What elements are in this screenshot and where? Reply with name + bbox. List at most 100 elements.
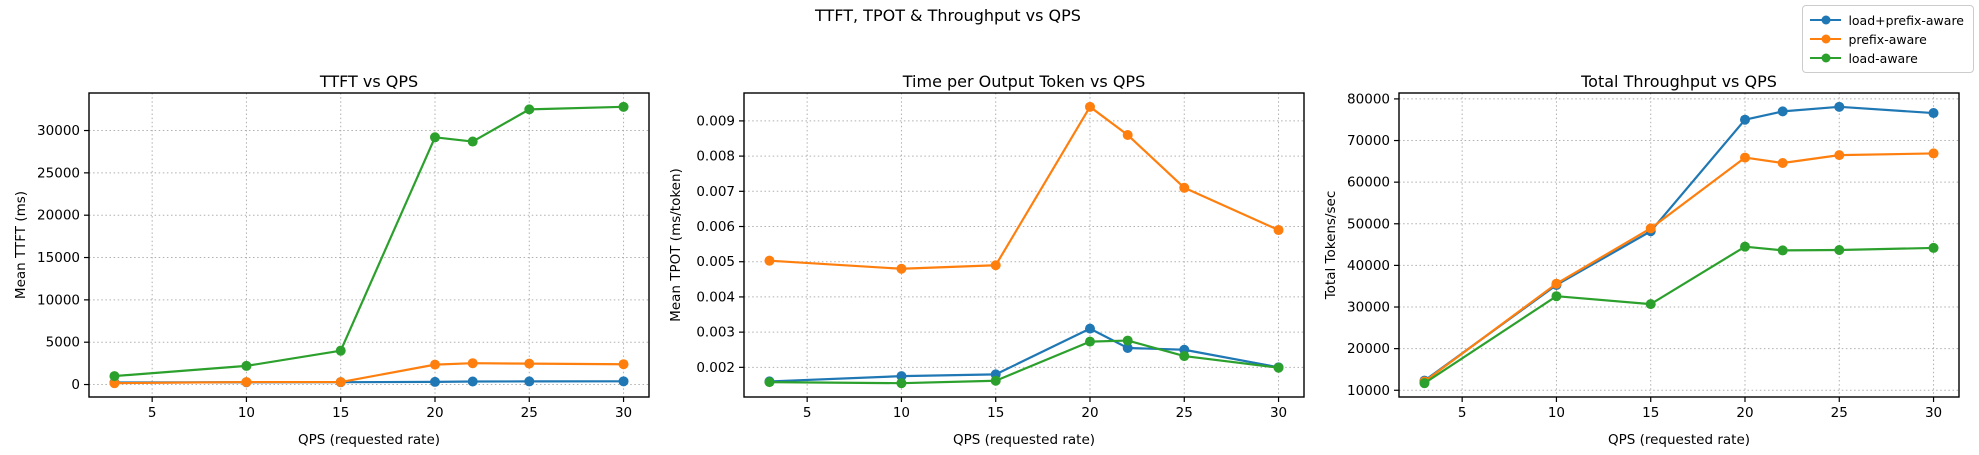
data-point-load-aware [1739, 241, 1750, 252]
legend-marker-dot [1821, 15, 1831, 25]
data-point-load-aware [990, 375, 1001, 386]
y-tick-label: 0 [71, 377, 80, 393]
data-point-prefix-aware [109, 378, 120, 389]
data-point-load-aware [1122, 335, 1133, 346]
chart-total-throughput-vs-qps: 5 10 15 20 25 30 10000 20000 30000 40000 50000 6000… [1323, 72, 1960, 448]
x-tick-label: 25 [1176, 405, 1193, 421]
series-line-load-prefix-aware [768, 327, 1280, 383]
data-point-load-prefix-aware [618, 376, 629, 387]
x-tick-label: 10 [893, 405, 910, 421]
x-axis-label: QPS (requested rate) [298, 432, 440, 448]
legend-label: prefix-aware [1848, 31, 1927, 47]
x-tick-label: 20 [426, 405, 443, 421]
y-tick-label: 0.004 [696, 289, 735, 305]
data-point-prefix-aware [618, 359, 629, 370]
data-point-load-aware [467, 136, 478, 147]
series-line-prefix-aware [768, 105, 1280, 270]
data-point-load-aware [1834, 244, 1845, 255]
x-tick-label: 25 [1831, 405, 1848, 421]
x-tick-label: 30 [1270, 405, 1287, 421]
data-point-prefix-aware [896, 263, 907, 274]
x-tick-label: 20 [1081, 405, 1098, 421]
x-tick-label: 10 [1548, 405, 1565, 421]
y-tick-label: 0.007 [696, 184, 735, 200]
y-tick-label: 25000 [37, 165, 80, 181]
y-tick-label: 0.006 [696, 219, 735, 235]
data-point-load-aware [109, 371, 120, 382]
y-tick-label: 30000 [1347, 300, 1390, 316]
legend-label: load+prefix-aware [1848, 12, 1964, 28]
legend-marker-dot [1821, 53, 1831, 63]
legend-item-load-aware: load-aware [1810, 49, 1964, 67]
data-point-load-prefix-aware [1739, 114, 1750, 125]
data-point-prefix-aware [335, 377, 346, 388]
x-axis-label: QPS (requested rate) [953, 432, 1095, 448]
data-point-load-aware [1084, 336, 1095, 347]
x-tick-label: 15 [332, 405, 349, 421]
data-point-prefix-aware [429, 359, 440, 370]
data-point-load-aware [429, 132, 440, 143]
data-point-load-prefix-aware [1084, 323, 1095, 334]
plot-frame [88, 92, 650, 398]
data-point-prefix-aware [1739, 152, 1750, 163]
plot-frame [743, 92, 1305, 398]
y-tick-label: 50000 [1347, 216, 1390, 232]
y-tick-label: 0.003 [696, 325, 735, 341]
y-tick-label: 30000 [37, 123, 80, 139]
x-tick-label: 15 [1642, 405, 1659, 421]
legend-item-load-prefix-aware: load+prefix-aware [1810, 11, 1964, 29]
legend-item-prefix-aware: prefix-aware [1810, 30, 1964, 48]
x-tick-label: 30 [1925, 405, 1942, 421]
data-point-load-prefix-aware [429, 376, 440, 387]
y-tick-label: 0.002 [696, 360, 735, 376]
data-point-load-aware [1551, 291, 1562, 302]
x-tick-label: 25 [521, 405, 538, 421]
y-tick-label: 80000 [1347, 91, 1390, 107]
series-line-load-aware [1423, 245, 1935, 385]
data-point-prefix-aware [764, 255, 775, 266]
series-line-load-aware [113, 105, 625, 378]
chart-title: Total Throughput vs QPS [1580, 72, 1777, 91]
series-line-prefix-aware [1423, 152, 1935, 383]
legend-line-marker-icon [1810, 33, 1842, 45]
y-tick-label: 10000 [1347, 383, 1390, 399]
data-point-load-prefix-aware [524, 376, 535, 387]
series-line-load-prefix-aware [1423, 105, 1935, 382]
data-point-prefix-aware [1179, 182, 1190, 193]
data-point-prefix-aware [1273, 225, 1284, 236]
data-point-load-prefix-aware [896, 371, 907, 382]
data-point-load-prefix-aware [1122, 342, 1133, 353]
data-point-prefix-aware [1645, 223, 1656, 234]
data-point-load-aware [1777, 245, 1788, 256]
data-point-load-aware [896, 378, 907, 389]
data-point-load-aware [335, 345, 346, 356]
y-axis-label: Total Tokens/sec [1323, 191, 1339, 301]
data-point-load-aware [618, 101, 629, 112]
chart-ttft-vs-qps: 5 10 15 20 25 30 0 5000 10000 15000 20000 25000 3000… [13, 72, 650, 448]
data-point-prefix-aware [241, 377, 252, 388]
chart-title: Time per Output Token vs QPS [902, 72, 1145, 91]
data-point-prefix-aware [1084, 101, 1095, 112]
legend-label: load-aware [1848, 50, 1918, 66]
data-point-prefix-aware [524, 358, 535, 369]
y-axis-label: Mean TPOT (ms/token) [668, 168, 684, 322]
data-point-load-aware [524, 104, 535, 115]
x-tick-label: 20 [1736, 405, 1753, 421]
y-tick-label: 10000 [37, 292, 80, 308]
data-point-prefix-aware [1777, 158, 1788, 169]
y-tick-label: 0.009 [696, 113, 735, 129]
x-tick-label: 10 [238, 405, 255, 421]
x-tick-label: 5 [148, 405, 157, 421]
y-tick-label: 0.005 [696, 254, 735, 270]
y-tick-label: 70000 [1347, 133, 1390, 149]
legend-line-marker-icon [1810, 52, 1842, 64]
data-point-load-aware [1419, 378, 1430, 389]
data-point-load-prefix-aware [1777, 106, 1788, 117]
x-tick-label: 5 [1458, 405, 1467, 421]
y-axis-label: Mean TTFT (ms) [13, 191, 29, 299]
plot-frame [1398, 92, 1960, 398]
chart-time-per-output-token-vs-qps: 5 10 15 20 25 30 0.002 0.003 0.004 0.005 0.006 0.00… [668, 72, 1305, 448]
data-point-load-prefix-aware [1928, 108, 1939, 119]
